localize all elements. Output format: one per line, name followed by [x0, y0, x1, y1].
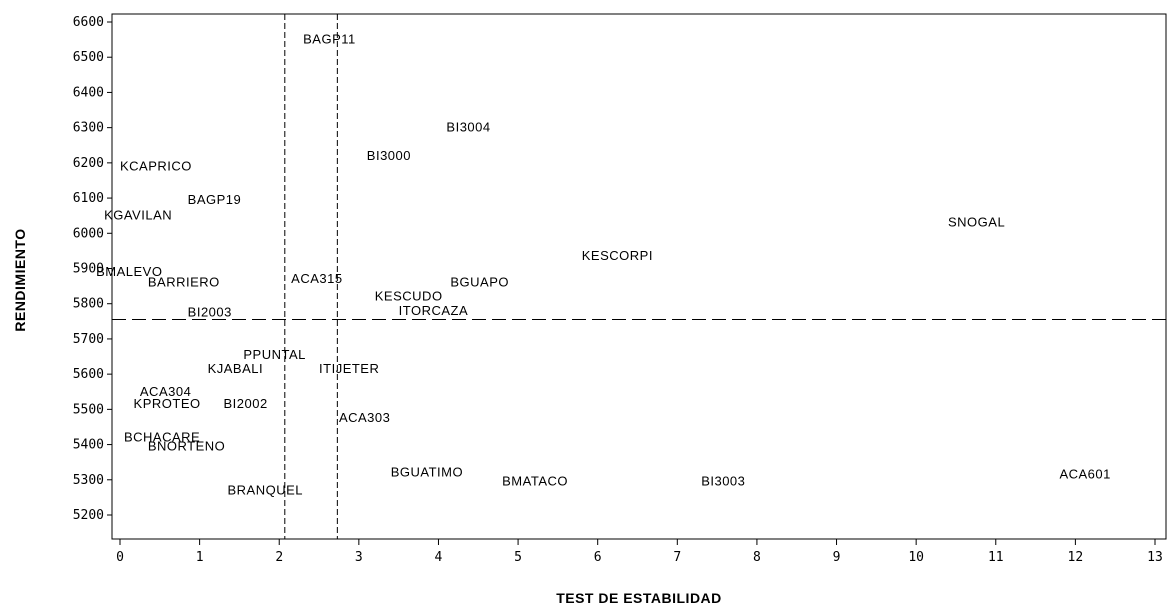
x-tick-label: 5 [514, 550, 522, 565]
x-tick-label: 9 [833, 550, 841, 565]
x-tick-label: 4 [435, 550, 443, 565]
x-tick-label: 1 [196, 550, 204, 565]
data-point-label: BI2003 [188, 305, 232, 320]
data-point-label: ITORCAZA [399, 303, 469, 318]
y-tick-label: 6100 [73, 191, 104, 206]
x-axis: 0 1 2 3 4 5 6 7 8 9 10 11 12 13 [116, 539, 1163, 565]
x-tick-label: 2 [275, 550, 283, 565]
y-tick-label: 6500 [73, 50, 104, 65]
plot-frame [111, 13, 1167, 540]
data-point-label: BI3004 [446, 120, 490, 135]
data-point-label: BMALEVO [96, 264, 162, 279]
data-point-label: BAGP19 [188, 192, 242, 207]
x-tick-label: 6 [594, 550, 602, 565]
data-point-label: KCAPRICO [120, 158, 192, 173]
y-tick-label: 6600 [73, 15, 104, 30]
y-tick-label: 5300 [73, 473, 104, 488]
y-tick-label: 6000 [73, 226, 104, 241]
data-point-label: KPROTEO [134, 396, 201, 411]
y-tick-label: 5200 [73, 508, 104, 523]
y-axis-title: RENDIMIENTO [12, 228, 28, 331]
x-axis-title: TEST DE ESTABILIDAD [556, 590, 722, 606]
data-point-label: BMATACO [502, 474, 568, 489]
x-tick-label: 0 [116, 550, 124, 565]
data-point-label: ACA601 [1059, 467, 1110, 482]
data-point-label: BGUAPO [450, 275, 509, 290]
data-point-label: BARRIERO [148, 275, 220, 290]
y-tick-label: 5600 [73, 367, 104, 382]
y-tick-label: 5900 [73, 262, 104, 277]
data-point-label: BAGP11 [303, 32, 356, 47]
x-tick-label: 13 [1147, 550, 1163, 565]
x-tick-label: 3 [355, 550, 363, 565]
data-point-label: BGUATIMO [391, 465, 463, 480]
data-point-label: PPUNTAL [243, 347, 306, 362]
data-point-label: SNOGAL [948, 215, 1005, 230]
data-point-label: BNORTENO [148, 438, 225, 453]
y-tick-label: 6200 [73, 156, 104, 171]
x-tick-label: 8 [753, 550, 761, 565]
data-point-label: BRANQUEL [227, 482, 303, 497]
data-point-label: ACA315 [291, 271, 342, 286]
y-tick-label: 5500 [73, 402, 104, 417]
y-tick-label: 5800 [73, 297, 104, 312]
x-tick-label: 10 [908, 550, 924, 565]
x-tick-label: 12 [1068, 550, 1084, 565]
data-point-label: ACA304 [140, 384, 191, 399]
data-point-label: KESCORPI [582, 248, 653, 263]
data-point-label: BI2002 [224, 396, 268, 411]
y-tick-label: 5700 [73, 332, 104, 347]
reference-lines [112, 14, 1166, 539]
data-point-label: BCHACARE [124, 430, 200, 445]
x-tick-label: 11 [988, 550, 1004, 565]
y-tick-label: 6400 [73, 85, 104, 100]
data-point-label: KESCUDO [375, 289, 443, 304]
data-point-label: ITIJETER [319, 361, 379, 376]
data-point-label: ACA303 [339, 410, 390, 425]
x-tick-label: 7 [673, 550, 681, 565]
y-tick-label: 6300 [73, 121, 104, 136]
data-point-label: BI3000 [367, 148, 411, 163]
y-tick-label: 5400 [73, 438, 104, 453]
y-axis: 5200 5300 5400 5500 5600 5700 5800 5900 6000 6100… [73, 15, 112, 523]
point-labels: BAGP11 BI3004 BI3000 KCAPRICO BAGP19 KGAVILAN… [96, 32, 1110, 498]
data-point-label: KGAVILAN [104, 208, 172, 223]
data-point-label: KJABALI [208, 361, 264, 376]
data-point-label: BI3003 [701, 474, 745, 489]
